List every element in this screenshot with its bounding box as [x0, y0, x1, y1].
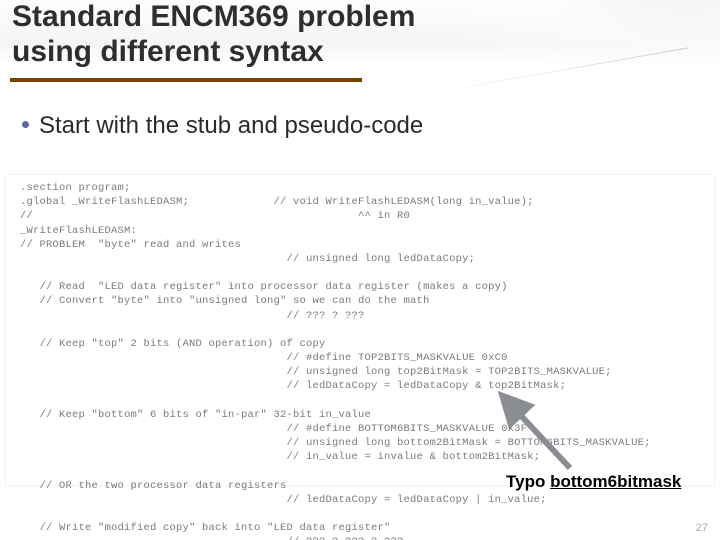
bullet-dot-icon — [22, 121, 29, 128]
typo-prefix: Typo — [506, 472, 550, 491]
slide-title: Standard ENCM369 problem using different… — [12, 0, 702, 69]
title-line-2: using different syntax — [12, 35, 324, 68]
page-number: 27 — [696, 522, 708, 534]
title-underline — [10, 78, 362, 82]
title-line-1: Standard ENCM369 problem — [12, 0, 415, 33]
typo-callout: Typo bottom6bitmask — [506, 472, 681, 492]
bullet-line: Start with the stub and pseudo-code — [22, 112, 423, 140]
code-screenshot-box: .section program; .global _WriteFlashLED… — [6, 175, 714, 485]
bullet-text: Start with the stub and pseudo-code — [39, 112, 423, 139]
typo-underlined: bottom6bitmask — [550, 472, 681, 491]
slide: Standard ENCM369 problem using different… — [0, 0, 720, 540]
